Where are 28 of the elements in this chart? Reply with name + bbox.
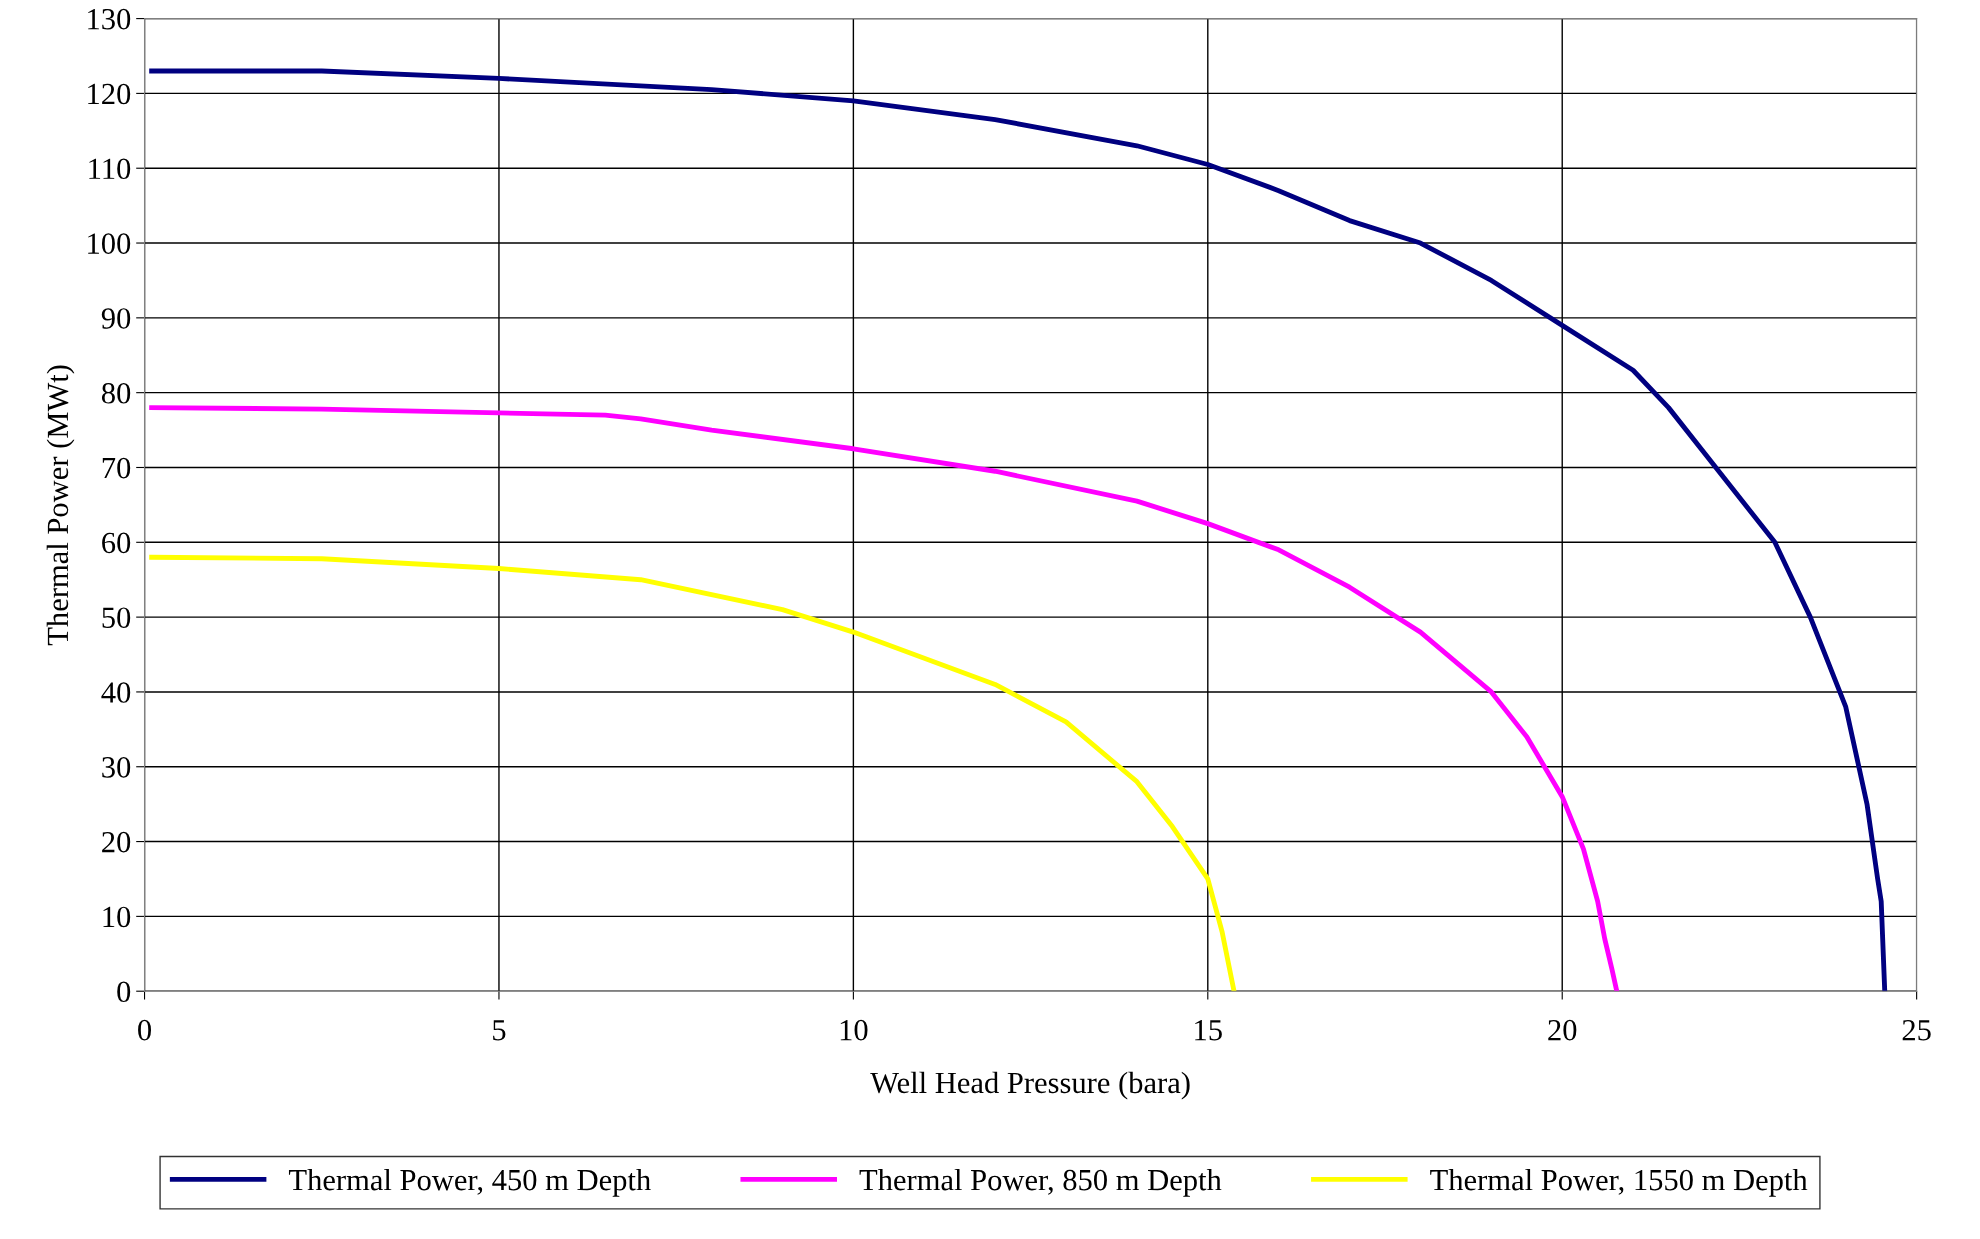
- y-tick-label: 130: [88, 8, 131, 30]
- y-tick-label: 0: [117, 981, 131, 1003]
- y-tick-label: 120: [88, 83, 131, 105]
- legend-label: Thermal Power, 450 m Depth: [288, 1168, 651, 1197]
- y-tick-label: 30: [102, 757, 131, 778]
- x-tick-label: 10: [840, 1019, 868, 1041]
- y-tick-label: 80: [101, 382, 131, 404]
- x-tick-label: 0: [138, 1019, 152, 1041]
- x-axis-title: Well Head Pressure (bara): [870, 1071, 1190, 1100]
- x-tick-label: 5: [493, 1020, 506, 1041]
- y-tick-label: 10: [103, 906, 131, 928]
- y-tick-label: 20: [102, 831, 131, 853]
- y-tick-label: 100: [88, 233, 131, 254]
- legend-label: Thermal Power, 1550 m Depth: [1430, 1168, 1808, 1197]
- line-series: [149, 554, 1237, 992]
- y-tick-label: 40: [101, 682, 131, 703]
- y-tick-label: 70: [102, 457, 131, 479]
- x-tick-label: 20: [1548, 1019, 1577, 1041]
- y-tick-label: 60: [102, 532, 131, 554]
- y-tick-label: 110: [89, 158, 131, 180]
- line-series: [149, 68, 1888, 992]
- y-tick-label: 90: [101, 308, 131, 329]
- y-axis-title: Thermal Power (MWt): [46, 365, 75, 646]
- x-tick-label: 25: [1902, 1019, 1931, 1041]
- line-series: [149, 405, 1620, 992]
- legend-label: Thermal Power, 850 m Depth: [859, 1168, 1222, 1197]
- x-tick-label: 15: [1195, 1020, 1222, 1041]
- y-tick-label: 50: [102, 607, 131, 629]
